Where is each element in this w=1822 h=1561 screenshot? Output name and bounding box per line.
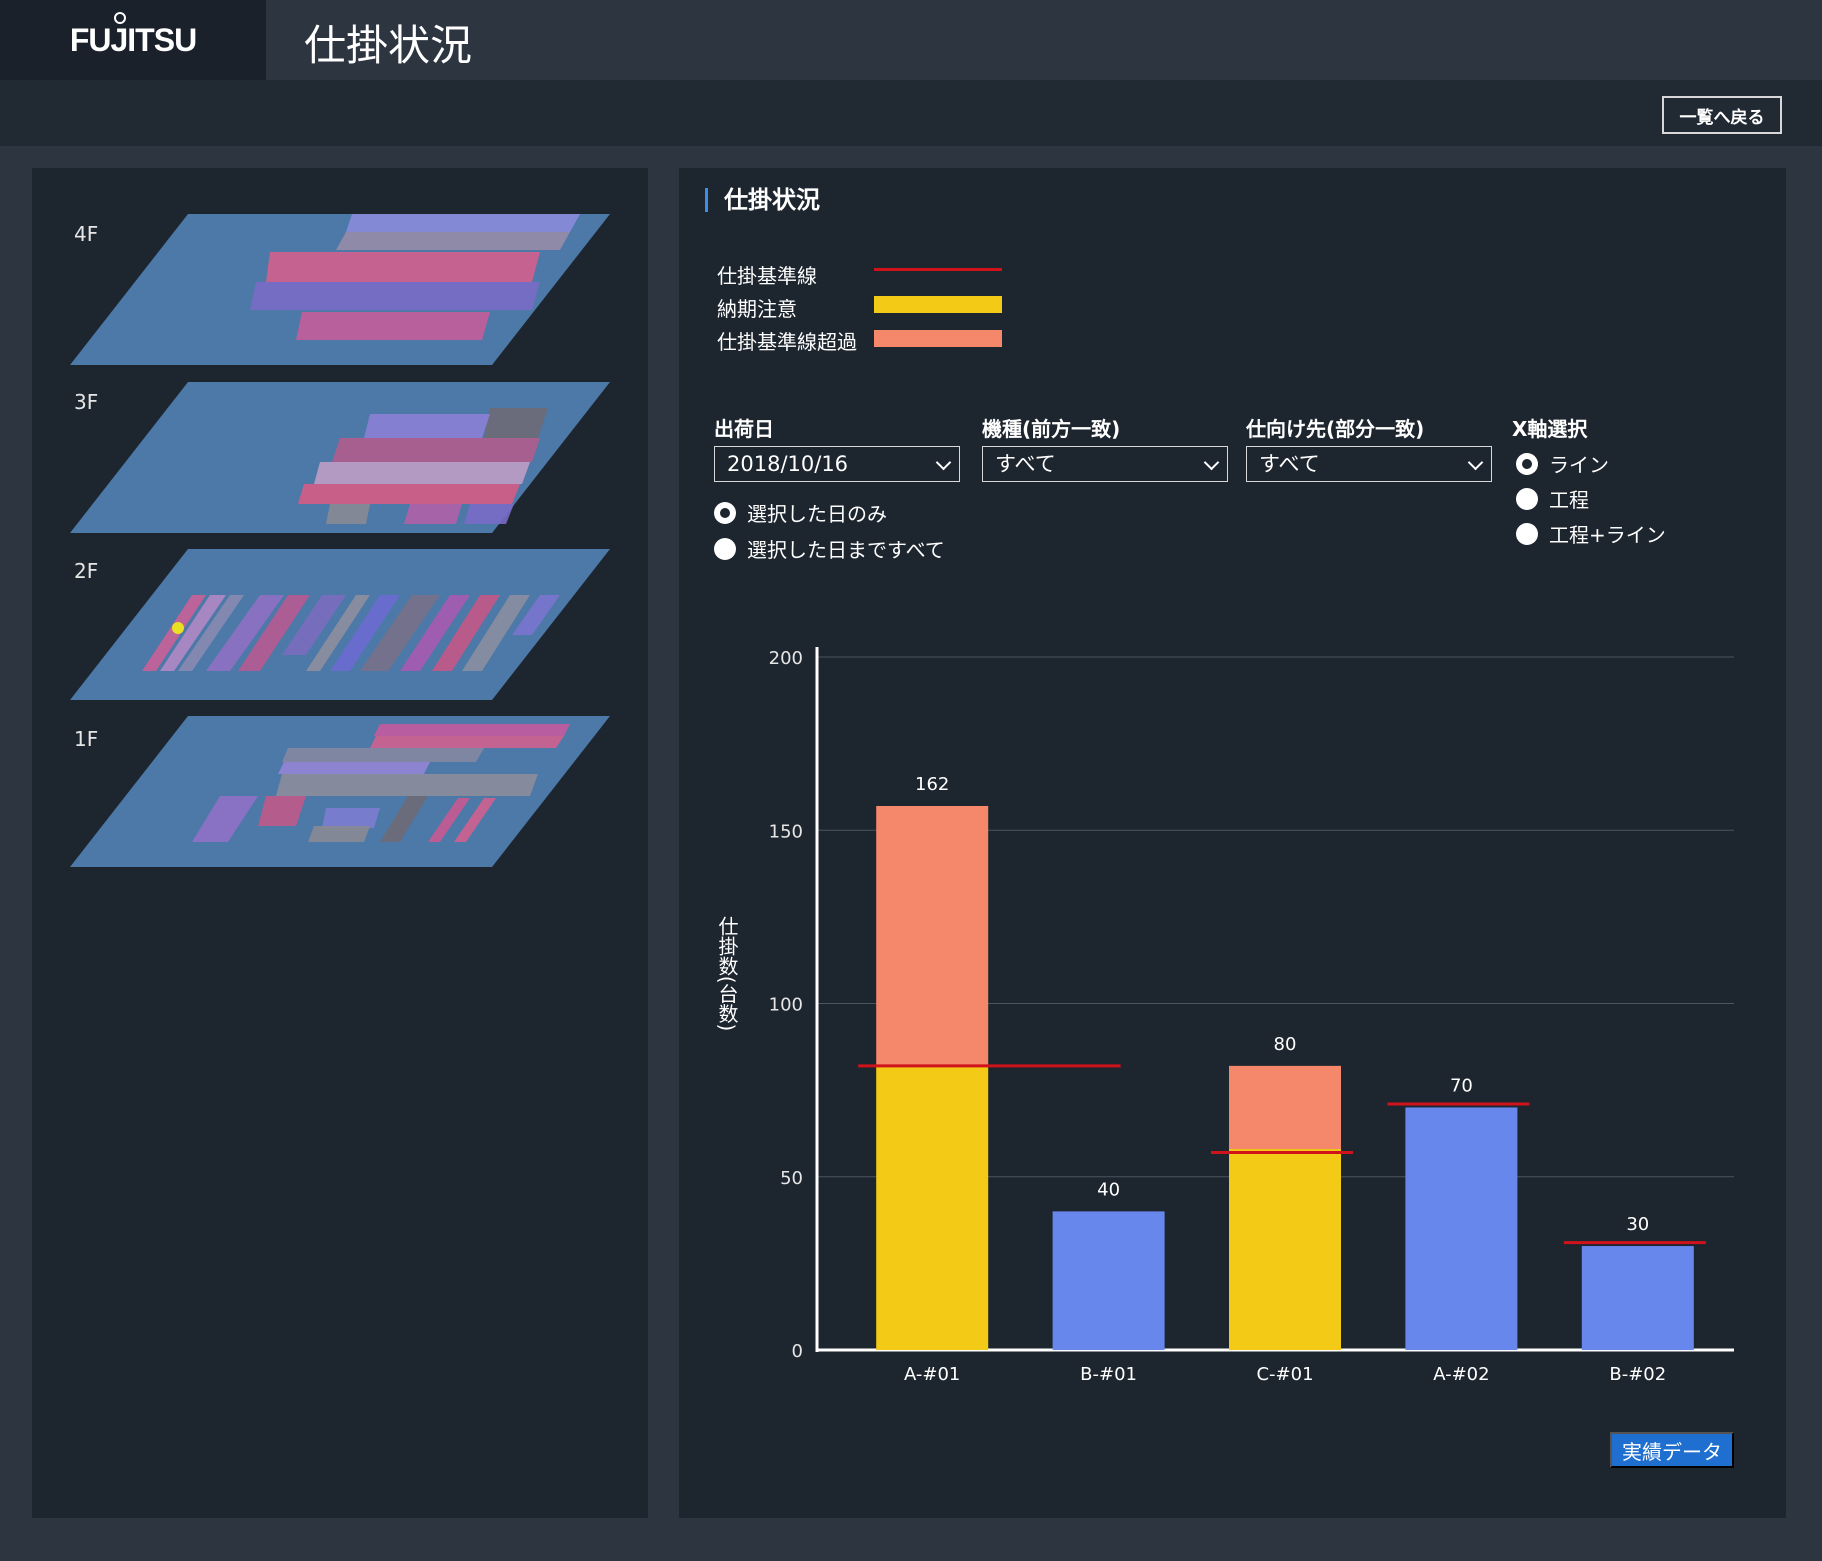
floor-plan-1f[interactable] — [70, 712, 610, 867]
floor-label-2f: 2F — [74, 559, 99, 583]
radio-unchecked-icon — [714, 537, 736, 560]
x-axis-select-label: X軸選択 — [1512, 417, 1588, 441]
radio-x-axis-process[interactable]: 工程 — [1516, 484, 1589, 513]
y-tick-label: 150 — [769, 821, 803, 842]
x-tick-label: B-#02 — [1609, 1364, 1666, 1385]
floor-label-4f: 4F — [74, 222, 99, 246]
data-label: 70 — [1450, 1075, 1473, 1096]
legend-label-wip-baseline: 仕掛基準線 — [717, 264, 817, 288]
floor-plan-4f[interactable] — [70, 210, 610, 365]
y-tick-label: 100 — [769, 995, 803, 1016]
radio-x-axis-line[interactable]: ライン — [1516, 449, 1609, 478]
x-tick-label: B-#01 — [1080, 1364, 1137, 1385]
radio-label: ライン — [1549, 453, 1609, 477]
legend-swatch-over-baseline — [874, 330, 1002, 347]
y-tick-label: 200 — [769, 648, 803, 669]
app-header: FUJITSU 仕掛状況 — [0, 0, 1822, 80]
radio-checked-icon — [714, 501, 736, 524]
legend-swatch-due-caution — [874, 296, 1002, 313]
bar-segment — [1052, 1211, 1165, 1350]
x-tick-label: C-#01 — [1256, 1364, 1313, 1385]
radio-label: 工程 — [1549, 488, 1589, 512]
destination-filter-select[interactable]: すべて — [1246, 446, 1492, 482]
bar-segment — [1581, 1246, 1694, 1350]
actual-data-button[interactable]: 実績データ — [1610, 1432, 1734, 1468]
page-title: 仕掛状況 — [304, 21, 473, 70]
bar-segment — [1405, 1107, 1518, 1350]
bar-segment — [876, 1065, 989, 1350]
x-tick-label: A-#01 — [904, 1364, 960, 1385]
destination-filter-label: 仕向け先(部分一致) — [1246, 417, 1425, 441]
floor-plan-2f[interactable] — [70, 545, 610, 700]
data-label: 40 — [1097, 1179, 1120, 1200]
wip-bar-chart: 0 50 100 150 200 仕掛数(台数) 162 A-#01 40 B-#01 80 C-#0… — [715, 647, 1734, 1385]
radio-selected-day-only[interactable]: 選択した日のみ — [714, 498, 887, 527]
ship-date-label: 出荷日 — [714, 417, 774, 441]
logo-wordmark: FUJITSU — [70, 11, 197, 59]
floor-label-3f: 3F — [74, 390, 99, 414]
legend-label-over-baseline: 仕掛基準線超過 — [717, 330, 857, 354]
bar-segment — [876, 805, 989, 1066]
data-label: 80 — [1274, 1034, 1297, 1055]
model-filter-label: 機種(前方一致) — [982, 417, 1121, 441]
y-tick-label: 0 — [792, 1341, 803, 1362]
model-filter-select[interactable]: すべて — [982, 446, 1228, 482]
data-label: 162 — [915, 774, 949, 795]
floor-plan-3f[interactable] — [70, 378, 610, 533]
ship-date-value: 2018/10/16 — [727, 452, 849, 476]
bar-segment — [1229, 1065, 1341, 1150]
toolbar — [0, 80, 1822, 146]
radio-label: 選択した日のみ — [747, 502, 887, 526]
back-to-list-button[interactable]: 一覧へ戻る — [1662, 96, 1782, 134]
y-tick-label: 50 — [780, 1168, 803, 1189]
floor-label-1f: 1F — [74, 727, 99, 751]
section-title: 仕掛状況 — [705, 188, 820, 212]
company-logo: FUJITSU — [0, 0, 266, 80]
legend-swatch-wip-baseline — [874, 268, 1002, 271]
radio-label: 選択した日まですべて — [747, 538, 945, 562]
data-label: 30 — [1626, 1214, 1649, 1235]
floor-map-panel: 4F 3F 2F 1F — [32, 168, 648, 1518]
legend-label-due-caution: 納期注意 — [717, 297, 797, 321]
radio-checked-icon — [1516, 452, 1538, 475]
radio-unchecked-icon — [1516, 522, 1538, 545]
y-axis-label: 仕掛数(台数) — [715, 915, 739, 1031]
wip-status-panel: 仕掛状況 仕掛基準線 納期注意 仕掛基準線超過 出荷日 2018/10/16 機… — [679, 168, 1786, 1518]
radio-through-selected-day[interactable]: 選択した日まですべて — [714, 534, 945, 563]
ship-date-select[interactable]: 2018/10/16 — [714, 446, 960, 482]
bar-segment — [1229, 1149, 1341, 1350]
radio-x-axis-process-line[interactable]: 工程+ライン — [1516, 519, 1666, 548]
x-tick-label: A-#02 — [1433, 1364, 1489, 1385]
radio-unchecked-icon — [1516, 487, 1538, 510]
destination-filter-value: すべて — [1259, 452, 1320, 476]
radio-label: 工程+ライン — [1549, 523, 1666, 547]
model-filter-value: すべて — [995, 452, 1056, 476]
